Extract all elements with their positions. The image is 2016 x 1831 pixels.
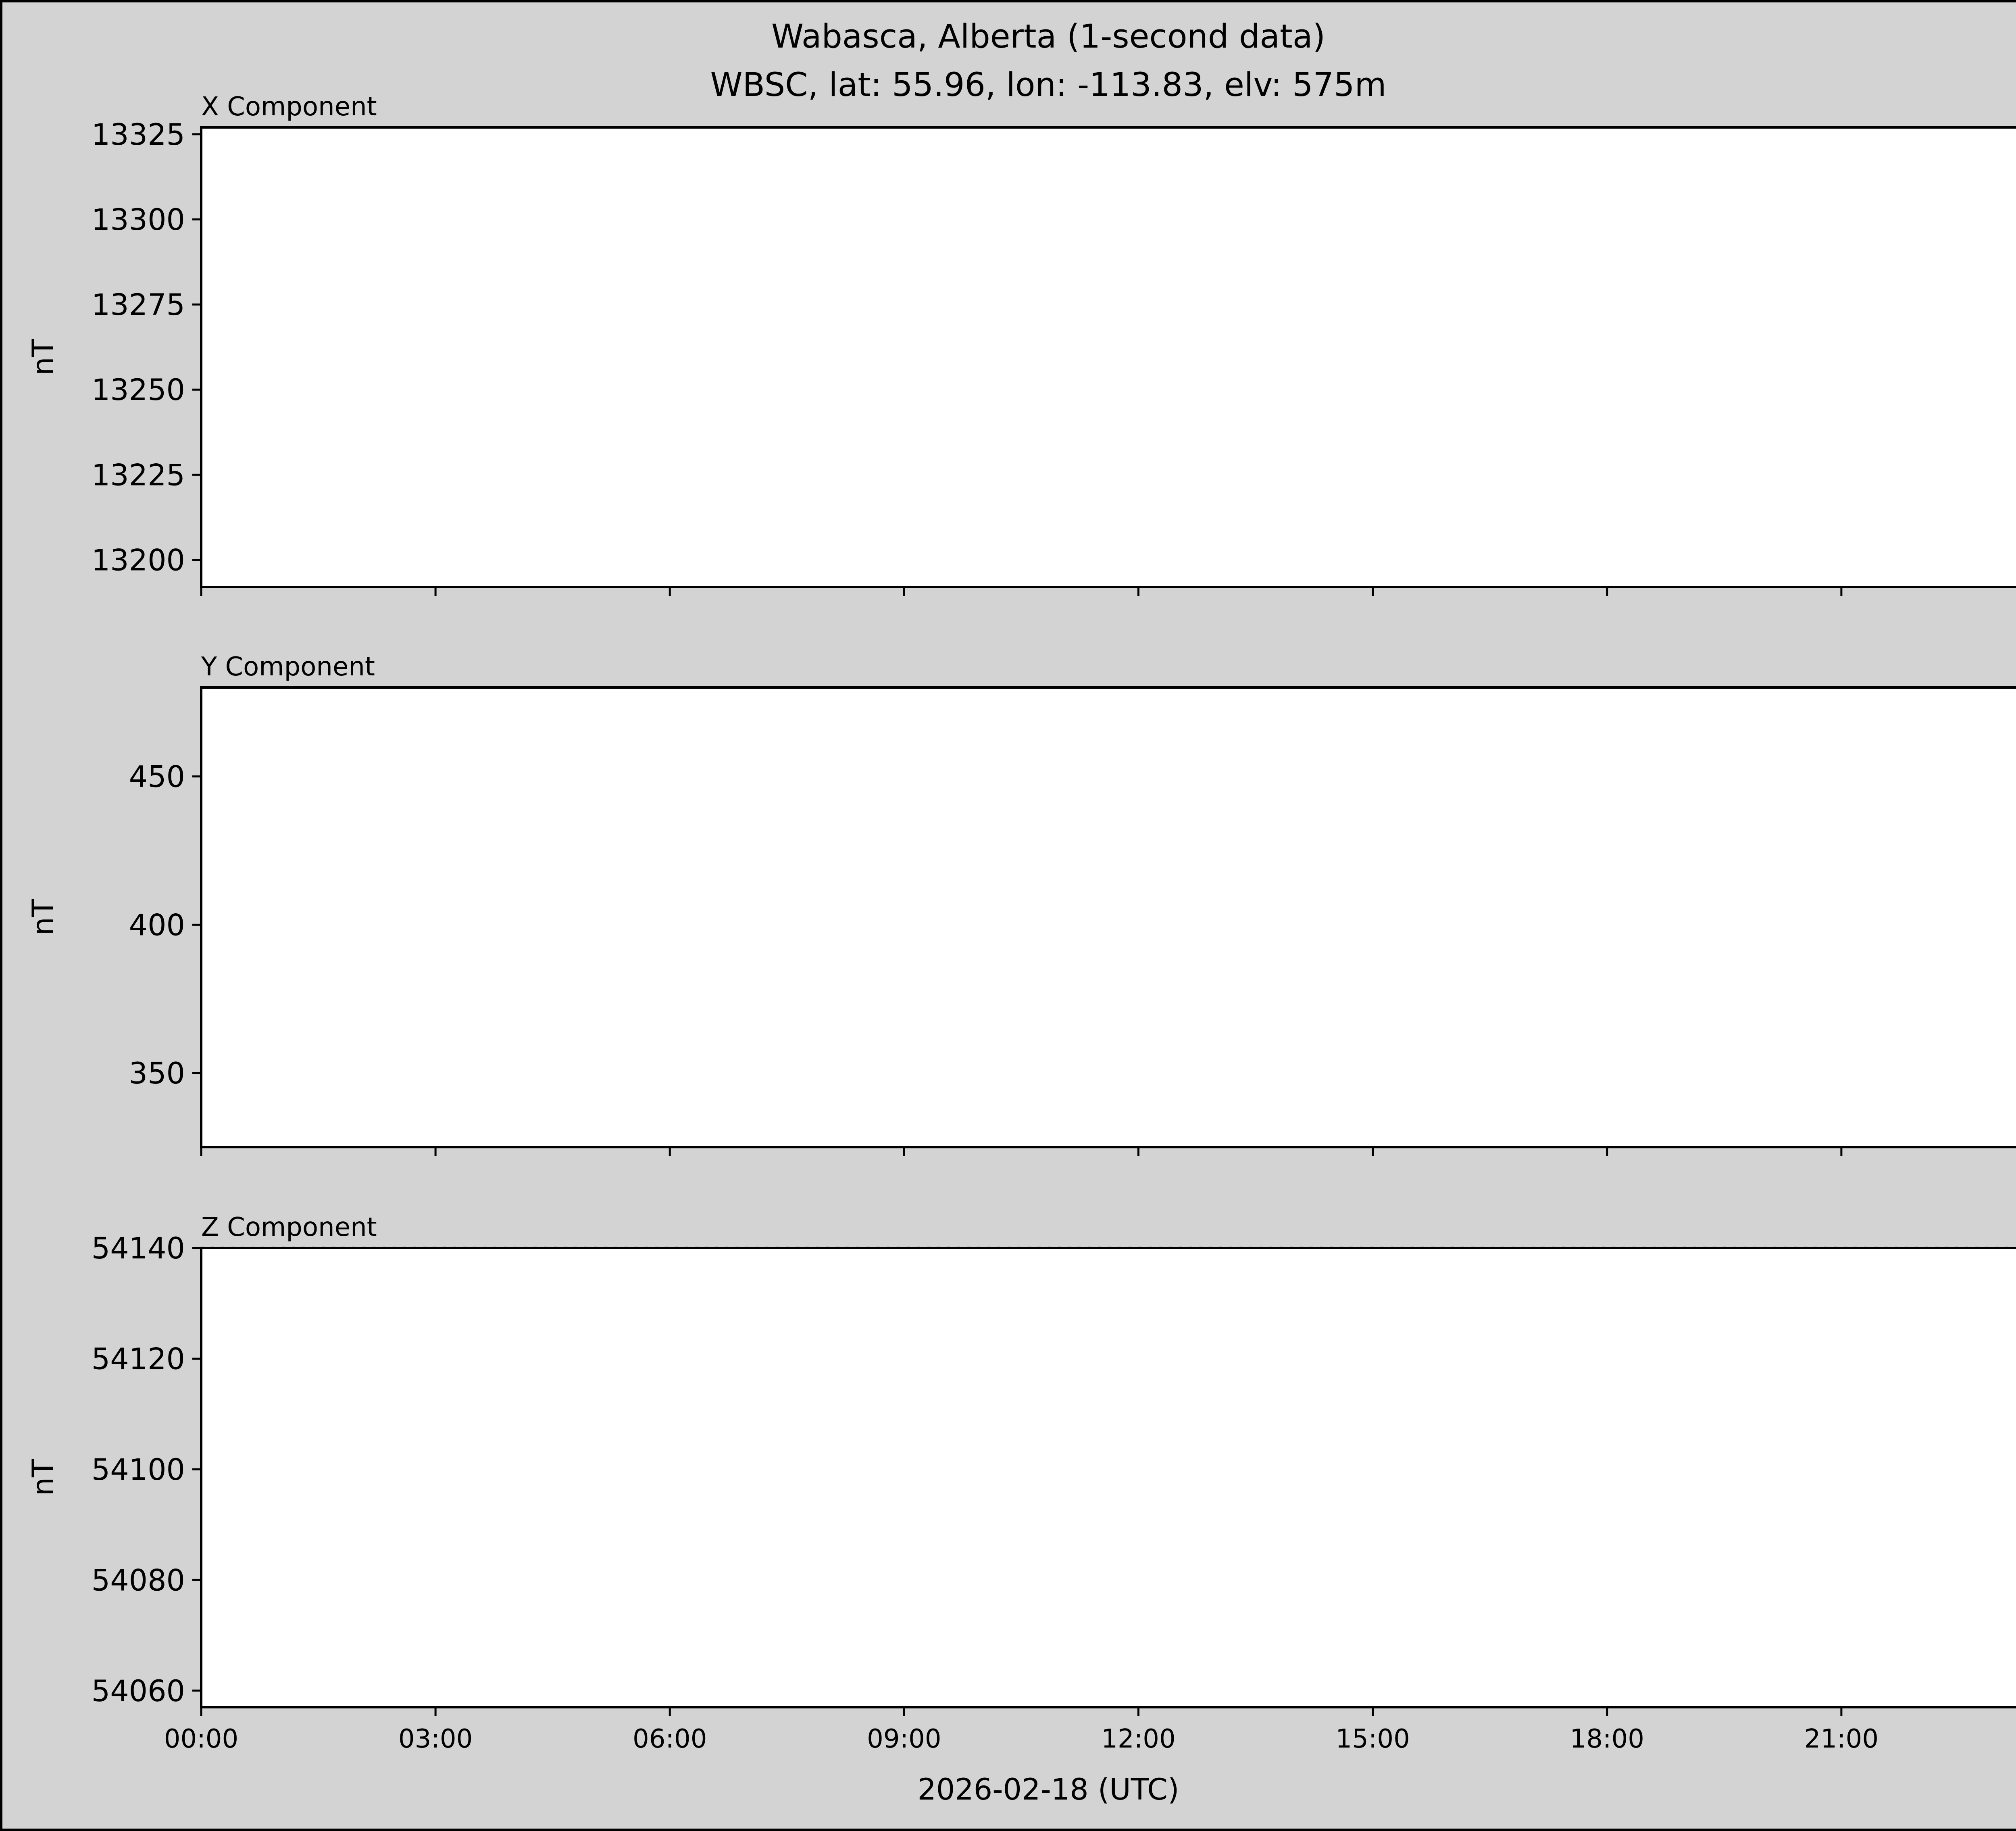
x-tick-label: 00:00: [164, 1724, 238, 1754]
x-tick-label: 03:00: [398, 1724, 473, 1754]
y-tick-label: 54080: [92, 1563, 185, 1598]
y-tick-label: 54100: [92, 1453, 185, 1487]
plot-frame: [200, 686, 2016, 1148]
y-tick-label: 13200: [92, 543, 185, 577]
y-tick-label: 13325: [92, 118, 185, 152]
y-axis-label: nT: [26, 339, 60, 375]
x-tick-label: 09:00: [867, 1724, 941, 1754]
x-tick-label: 12:00: [1101, 1724, 1175, 1754]
y-tick-label: 54120: [92, 1342, 185, 1376]
x-tick-label: 06:00: [633, 1724, 707, 1754]
y-tick-label: 350: [129, 1056, 185, 1091]
y-tick-label: 450: [129, 760, 185, 794]
panel-title: Y Component: [201, 652, 375, 682]
chart-subtitle: WBSC, lat: 55.96, lon: -113.83, elv: 575…: [710, 66, 1387, 104]
panel-2: Y Component 350 400 450 nT: [26, 652, 2016, 1156]
x-tick-label: 21:00: [1804, 1724, 1879, 1754]
plot-frame: [200, 126, 2016, 588]
y-tick-label: 13225: [92, 458, 185, 492]
panel-1: X Component 13200 13225 13250 13275 13300 1332…: [26, 92, 2016, 596]
y-tick-label: 13250: [92, 373, 185, 407]
y-tick-label: 13275: [92, 288, 185, 322]
y-axis-label: nT: [26, 899, 60, 935]
x-tick-label: 15:00: [1335, 1724, 1410, 1754]
panel-title: Z Component: [201, 1212, 377, 1242]
x-axis-label: 2026-02-18 (UTC): [917, 1773, 1179, 1807]
y-tick-label: 400: [129, 908, 185, 942]
x-tick-label: 18:00: [1570, 1724, 1644, 1754]
panel-3: Z Component 54060 54080 54100 54120 54140 00:0…: [26, 1212, 2016, 1754]
y-axis-label: nT: [26, 1459, 60, 1496]
chart-title: Wabasca, Alberta (1-second data): [771, 18, 1325, 56]
panels: X Component 13200 13225 13250 13275 13300 1332…: [26, 92, 2016, 1754]
panel-title: X Component: [201, 92, 377, 122]
y-tick-label: 54060: [92, 1674, 185, 1708]
plot-frame: [200, 1247, 2016, 1708]
y-tick-label: 13300: [92, 203, 185, 237]
y-tick-label: 54140: [92, 1231, 185, 1266]
